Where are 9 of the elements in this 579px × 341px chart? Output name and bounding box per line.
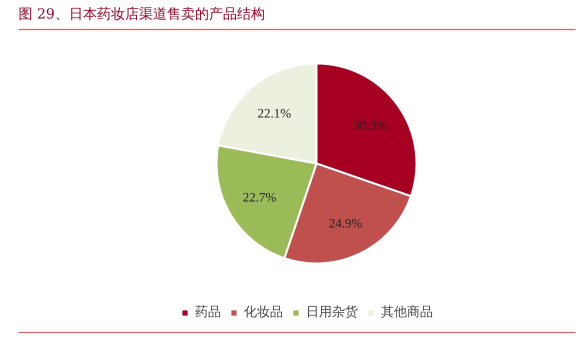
- chart-title: 图 29、日本药妆店渠道售卖的产品结构: [18, 6, 265, 22]
- data-label: 30.3%: [353, 118, 388, 133]
- legend-label: 日用杂货: [306, 304, 358, 321]
- legend-label: 化妆品: [244, 304, 283, 321]
- data-label: 24.9%: [328, 215, 362, 230]
- data-label: 22.7%: [242, 189, 277, 204]
- data-label: 22.1%: [257, 105, 292, 120]
- legend-label: 药品: [195, 304, 221, 321]
- legend-label: 其他商品: [381, 304, 433, 321]
